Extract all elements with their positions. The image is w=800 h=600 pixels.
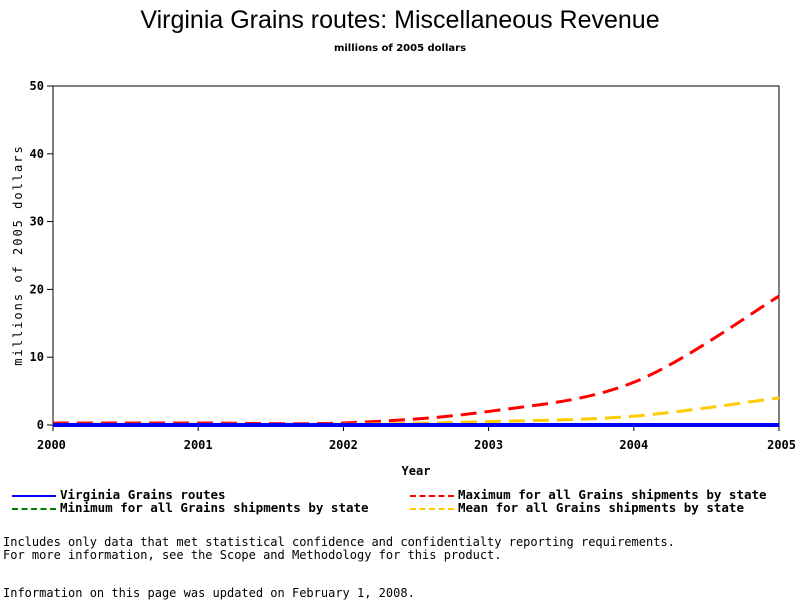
series-line-3 <box>52 396 780 427</box>
legend-label: Mean for all Grains shipments by state <box>458 500 744 515</box>
x-tick-label: 2003 <box>474 438 503 452</box>
legend-item-3: Mean for all Grains shipments by state <box>410 500 744 515</box>
footnote-methodology: For more information, see the Scope and … <box>3 548 502 562</box>
series-point-0 <box>778 424 780 426</box>
y-tick-label: 30 <box>30 215 44 229</box>
legend-swatch <box>12 494 56 497</box>
y-tick-label: 40 <box>30 147 44 161</box>
x-tick-label: 2005 <box>767 438 796 452</box>
legend-swatch <box>410 494 454 497</box>
series-line-1 <box>53 294 780 426</box>
y-tick-label: 20 <box>30 282 44 296</box>
plot-frame <box>52 85 780 426</box>
y-tick-label: 10 <box>30 350 44 364</box>
y-axis-label: millions of 2005 dollars <box>11 144 25 365</box>
legend-item-0: Virginia Grains routes <box>12 487 226 502</box>
y-tick-label: 50 <box>30 79 44 93</box>
legend-swatch <box>410 507 454 510</box>
series-point-3 <box>778 397 780 399</box>
legend-label: Maximum for all Grains shipments by stat… <box>458 487 767 502</box>
footnote-updated: Information on this page was updated on … <box>3 586 415 600</box>
series-point-3 <box>633 415 635 417</box>
legend-swatch <box>12 507 56 510</box>
series-point-0 <box>52 424 54 426</box>
x-tick-label: 2001 <box>184 438 213 452</box>
series-point-0 <box>197 424 199 426</box>
series-point-1 <box>778 295 780 297</box>
legend-label: Virginia Grains routes <box>60 487 226 502</box>
line-chart: 0 10 20 30 40 50 2000 2001 2002 2003 2004 2005 mil… <box>11 79 796 478</box>
x-tick-label: 2004 <box>619 438 648 452</box>
series-point-1 <box>633 381 635 383</box>
legend-item-2: Minimum for all Grains shipments by stat… <box>12 500 369 515</box>
y-tick-label: 0 <box>37 418 44 432</box>
chart-subtitle: millions of 2005 dollars <box>333 43 467 54</box>
legend-label: Minimum for all Grains shipments by stat… <box>60 500 369 515</box>
series-point-1 <box>488 410 490 412</box>
x-axis-label: Year <box>402 464 431 478</box>
chart-title: Virginia Grains routes: Miscellaneous Re… <box>140 6 660 34</box>
footnote-confidence: Includes only data that met statistical … <box>3 535 675 549</box>
legend-item-1: Maximum for all Grains shipments by stat… <box>410 487 767 502</box>
series-point-3 <box>488 421 490 423</box>
x-tick-label: 2002 <box>329 438 358 452</box>
series-point-0 <box>488 424 490 426</box>
series-point-0 <box>633 424 635 426</box>
x-tick-label: 2000 <box>37 438 66 452</box>
series-point-0 <box>342 424 344 426</box>
